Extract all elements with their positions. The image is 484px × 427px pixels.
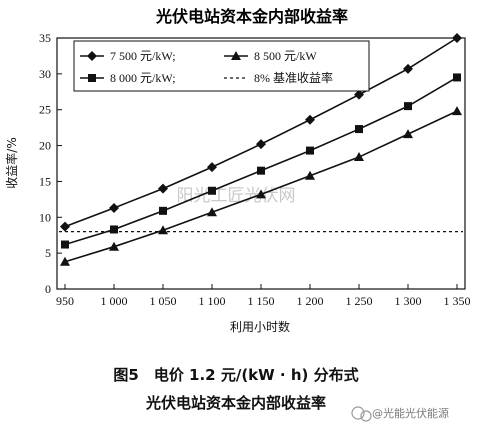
legend-label: 8 000 元/kW; xyxy=(110,71,176,85)
data-point-square xyxy=(208,186,216,195)
legend-entry: 8 000 元/kW; xyxy=(80,71,176,85)
legend-label: 8% 基准收益率 xyxy=(254,70,333,85)
data-point-diamond xyxy=(158,183,168,194)
data-point-diamond xyxy=(60,221,70,232)
brand-text: @光能光伏能源 xyxy=(372,406,449,420)
data-point-triangle xyxy=(60,256,70,266)
data-point-triangle xyxy=(256,189,266,199)
data-point-diamond xyxy=(452,33,462,43)
y-tick-label: 25 xyxy=(39,103,51,117)
data-point-triangle xyxy=(207,207,217,217)
data-point-triangle xyxy=(109,241,119,251)
series-triangle xyxy=(60,106,462,266)
data-point-diamond xyxy=(403,63,413,74)
data-point-diamond xyxy=(354,89,364,100)
legend-box xyxy=(73,40,370,92)
x-tick-label: 1 350 xyxy=(444,294,471,308)
legend: 7 500 元/kW; 8 500 元/kW 8 000 元/kW; 8% 基准收益率 xyxy=(73,40,370,92)
y-tick-label: 15 xyxy=(39,174,51,188)
brand-mark: @光能光伏能源 xyxy=(351,406,449,422)
y-tick-label: 5 xyxy=(45,246,51,260)
data-point-square xyxy=(61,240,69,249)
watermark-text: 阳光工匠光伏网 xyxy=(177,186,296,206)
series-line xyxy=(64,76,458,246)
x-tick-label: 1 250 xyxy=(346,294,373,308)
legend-marker-square xyxy=(88,74,96,82)
y-tick-label: 20 xyxy=(39,139,51,153)
data-point-square xyxy=(355,125,363,134)
y-tick-label: 0 xyxy=(45,282,51,296)
y-axis: 0 5 10 15 20 25 30 35 xyxy=(39,31,62,296)
series-diamond xyxy=(60,33,462,232)
x-tick-label: 1 300 xyxy=(395,294,422,308)
x-tick-label: 1 000 xyxy=(101,294,128,308)
data-point-diamond xyxy=(256,139,266,150)
y-axis-label: 收益率/% xyxy=(4,137,19,188)
y-tick-label: 35 xyxy=(39,31,51,45)
chat-bubble-icon-secondary xyxy=(360,410,372,422)
data-point-diamond xyxy=(109,202,119,213)
x-tick-label: 1 150 xyxy=(248,294,275,308)
series-square xyxy=(61,73,461,249)
legend-marker-triangle xyxy=(231,51,241,60)
data-point-square xyxy=(453,73,461,82)
x-tick-label: 1 100 xyxy=(199,294,226,308)
data-point-square xyxy=(257,166,265,175)
legend-entry: 7 500 元/kW; xyxy=(80,49,176,63)
legend-label: 7 500 元/kW; xyxy=(110,49,176,63)
x-axis-label: 利用小时数 xyxy=(230,319,290,334)
figure-caption-line-2: 光伏电站资本金内部收益率 xyxy=(145,394,326,412)
chat-bubble-icon xyxy=(351,406,365,420)
legend-label: 8 500 元/kW xyxy=(254,49,317,63)
x-tick-label: 1 050 xyxy=(150,294,177,308)
data-point-square xyxy=(110,225,118,234)
series-layer xyxy=(59,33,463,266)
data-point-diamond xyxy=(207,162,217,173)
data-point-triangle xyxy=(158,225,168,235)
x-tick-label: 1 200 xyxy=(297,294,324,308)
x-tick-label: 950 xyxy=(56,294,74,308)
data-point-triangle xyxy=(403,129,413,139)
y-tick-label: 30 xyxy=(39,67,51,81)
data-point-diamond xyxy=(305,114,315,125)
chart-title: 光伏电站资本金内部收益率 xyxy=(155,7,348,26)
legend-entry: 8 500 元/kW xyxy=(224,49,317,63)
data-point-triangle xyxy=(452,106,462,116)
data-point-triangle xyxy=(305,170,315,180)
x-axis: 950 1 000 1 050 1 100 1 150 1 200 1 250 1 300 1 … xyxy=(56,284,471,308)
figure-caption-line-1: 图5 电价 1.2 元/(kW · h) 分布式 xyxy=(113,366,358,384)
legend-entry: 8% 基准收益率 xyxy=(224,70,333,85)
data-point-square xyxy=(306,146,314,155)
data-point-square xyxy=(159,206,167,215)
data-point-square xyxy=(404,102,412,111)
data-point-triangle xyxy=(354,152,364,162)
y-tick-label: 10 xyxy=(39,210,51,224)
legend-marker-diamond xyxy=(87,51,97,61)
